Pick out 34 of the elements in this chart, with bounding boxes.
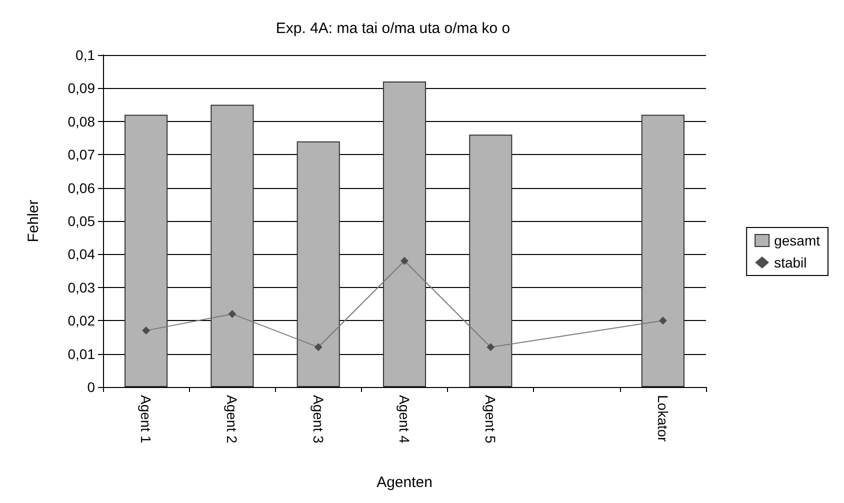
point xyxy=(658,316,667,325)
x-tick-label: Agent 3 xyxy=(310,395,326,444)
chart-title: Exp. 4A: ma tai o/ma uta o/ma ko o xyxy=(276,20,510,37)
legend-label: gesamt xyxy=(774,232,820,248)
point xyxy=(314,343,322,352)
x-tick-label: Agent 5 xyxy=(482,395,499,444)
x-tick-label: Agent 4 xyxy=(396,395,412,444)
y-tick-label: 0,08 xyxy=(68,113,96,130)
y-tick-label: 0,07 xyxy=(68,146,96,163)
y-tick-label: 0,09 xyxy=(68,80,96,96)
y-tick-label: 0,03 xyxy=(68,279,96,296)
x-tick-label: Agent 1 xyxy=(138,395,154,444)
y-axis-title: Fehler xyxy=(25,200,42,242)
point xyxy=(228,310,236,318)
point xyxy=(142,326,150,335)
point xyxy=(400,256,408,265)
x-tick-label: Agent 2 xyxy=(224,395,240,444)
legend-label: stabil xyxy=(774,254,807,270)
bar xyxy=(210,104,254,387)
y-tick-label: 0,05 xyxy=(68,213,96,229)
x-axis-title: Agenten xyxy=(376,474,432,491)
y-tick-label: 0,06 xyxy=(68,180,96,196)
point xyxy=(486,343,495,352)
bar xyxy=(641,114,684,387)
y-tick-label: 0,04 xyxy=(68,246,96,262)
bar xyxy=(382,82,426,387)
bar xyxy=(469,134,512,387)
y-tick-label: 0,01 xyxy=(68,346,96,362)
y-tick-label: 0,02 xyxy=(68,312,96,329)
bar xyxy=(124,114,168,387)
bar xyxy=(296,141,340,387)
y-tick-label: 0,1 xyxy=(76,47,96,63)
x-tick-label: Lokator xyxy=(654,395,671,442)
y-tick-label: 0 xyxy=(87,379,96,395)
